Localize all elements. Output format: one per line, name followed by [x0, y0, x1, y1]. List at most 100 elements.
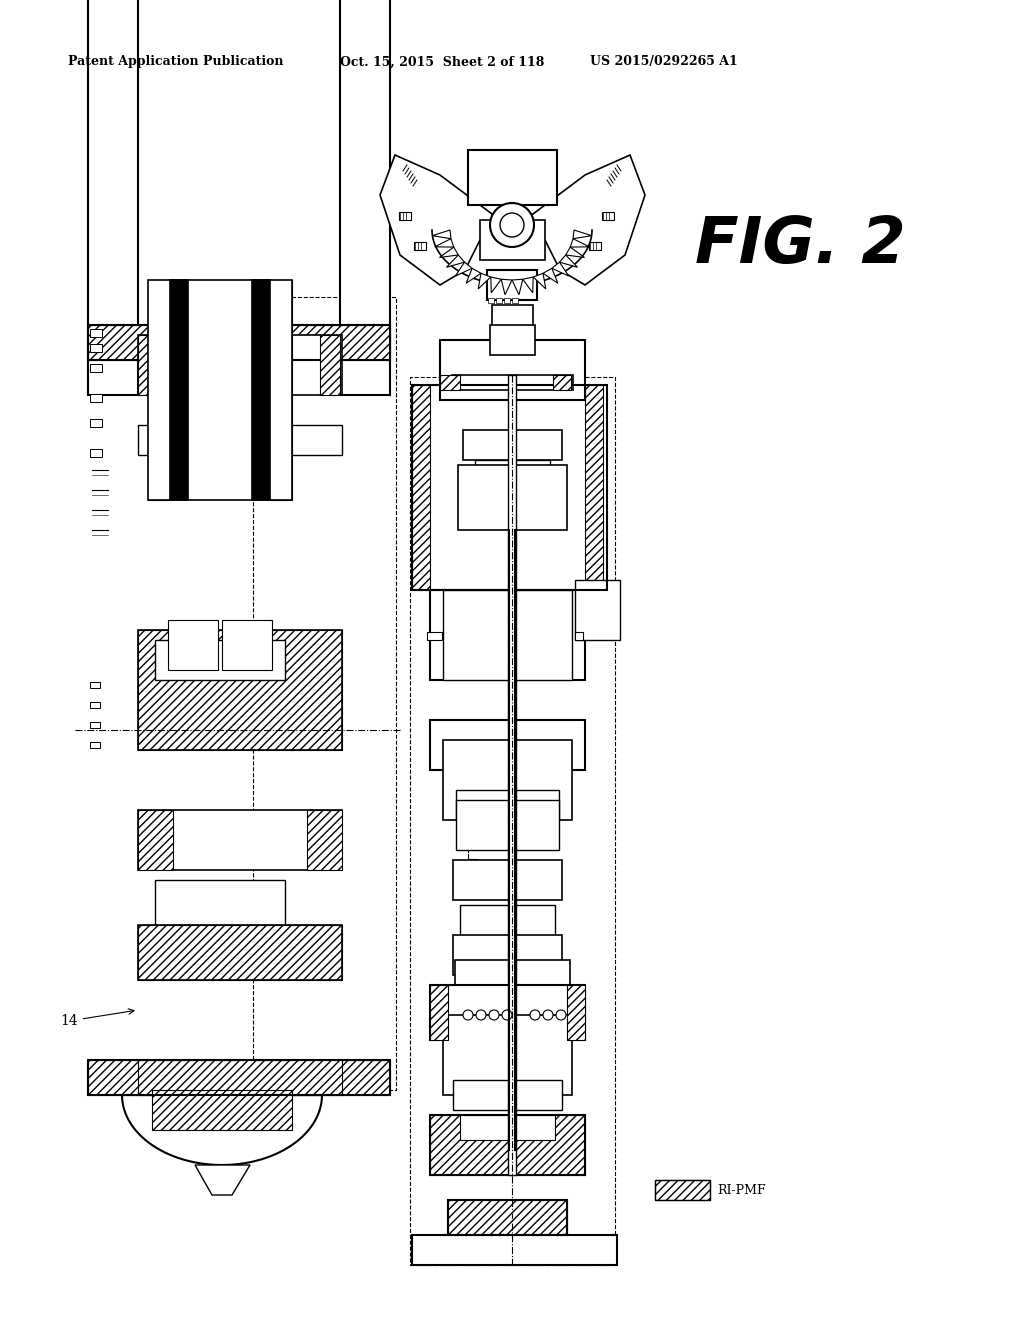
Polygon shape: [570, 239, 589, 247]
Bar: [496, 298, 502, 304]
Bar: [90, 449, 102, 457]
Bar: [458, 465, 567, 531]
Bar: [490, 325, 535, 355]
Polygon shape: [525, 154, 645, 285]
Bar: [468, 150, 557, 205]
Bar: [253, 297, 396, 1090]
Polygon shape: [435, 239, 454, 247]
Polygon shape: [380, 154, 500, 285]
Bar: [585, 385, 603, 590]
Bar: [90, 742, 100, 748]
Bar: [487, 271, 537, 300]
Text: FIG. 2: FIG. 2: [694, 214, 905, 276]
Bar: [252, 280, 270, 500]
Bar: [319, 335, 340, 395]
Bar: [148, 280, 292, 500]
Bar: [90, 364, 102, 372]
Bar: [155, 640, 285, 680]
Polygon shape: [565, 247, 585, 257]
Polygon shape: [456, 263, 472, 276]
Bar: [589, 242, 601, 249]
Bar: [453, 1080, 562, 1110]
Text: RI-PMF: RI-PMF: [717, 1184, 766, 1196]
Bar: [430, 985, 449, 1040]
Bar: [138, 1060, 342, 1096]
Bar: [138, 810, 342, 870]
Circle shape: [530, 1010, 540, 1020]
Bar: [475, 459, 550, 490]
Text: Oct. 15, 2015  Sheet 2 of 118: Oct. 15, 2015 Sheet 2 of 118: [340, 55, 545, 69]
Bar: [440, 375, 460, 389]
Bar: [553, 375, 571, 389]
Bar: [430, 985, 585, 1040]
Bar: [168, 620, 218, 671]
Circle shape: [463, 1010, 473, 1020]
Bar: [508, 375, 516, 1175]
Bar: [399, 213, 411, 220]
Bar: [480, 220, 545, 260]
Bar: [90, 418, 102, 426]
Bar: [138, 335, 342, 395]
Bar: [88, 325, 390, 360]
Circle shape: [490, 203, 534, 247]
Bar: [443, 590, 572, 680]
Polygon shape: [195, 1166, 250, 1195]
Bar: [504, 298, 510, 304]
Bar: [412, 385, 430, 590]
Bar: [460, 1115, 555, 1140]
Bar: [443, 1015, 572, 1096]
Circle shape: [500, 213, 524, 238]
Bar: [90, 329, 102, 337]
Polygon shape: [122, 1096, 322, 1166]
Bar: [430, 590, 585, 680]
Bar: [90, 722, 100, 729]
Bar: [430, 1115, 585, 1175]
Bar: [148, 280, 170, 500]
Bar: [138, 925, 342, 979]
Polygon shape: [432, 230, 451, 239]
Bar: [410, 378, 615, 1265]
Bar: [90, 702, 100, 708]
Bar: [414, 242, 426, 249]
Bar: [270, 280, 292, 500]
Bar: [655, 1180, 710, 1200]
Bar: [602, 213, 614, 220]
Bar: [460, 906, 555, 940]
Bar: [155, 880, 285, 931]
Bar: [463, 430, 562, 459]
Bar: [90, 345, 102, 352]
Polygon shape: [439, 247, 459, 257]
Bar: [138, 630, 342, 750]
Bar: [138, 810, 173, 870]
Polygon shape: [534, 273, 546, 289]
Bar: [453, 861, 562, 900]
Text: Patent Application Publication: Patent Application Publication: [68, 55, 284, 69]
Polygon shape: [559, 255, 578, 267]
Bar: [412, 1236, 617, 1265]
Bar: [307, 810, 342, 870]
Circle shape: [489, 1010, 499, 1020]
Polygon shape: [573, 230, 592, 239]
Bar: [90, 393, 102, 403]
Polygon shape: [501, 280, 512, 294]
Bar: [170, 280, 188, 500]
Bar: [512, 298, 518, 304]
Bar: [222, 620, 272, 671]
Bar: [443, 741, 572, 820]
Bar: [575, 579, 620, 640]
Bar: [138, 425, 342, 455]
Bar: [427, 632, 442, 640]
Bar: [488, 298, 494, 304]
Text: 14: 14: [60, 1008, 134, 1028]
Circle shape: [543, 1010, 553, 1020]
Bar: [412, 385, 607, 590]
Bar: [88, 0, 138, 395]
Bar: [138, 630, 342, 750]
Bar: [88, 1060, 390, 1096]
Polygon shape: [446, 255, 465, 267]
Bar: [575, 632, 583, 640]
Polygon shape: [512, 280, 523, 294]
Bar: [430, 1115, 585, 1175]
Polygon shape: [466, 268, 481, 284]
Bar: [567, 985, 585, 1040]
